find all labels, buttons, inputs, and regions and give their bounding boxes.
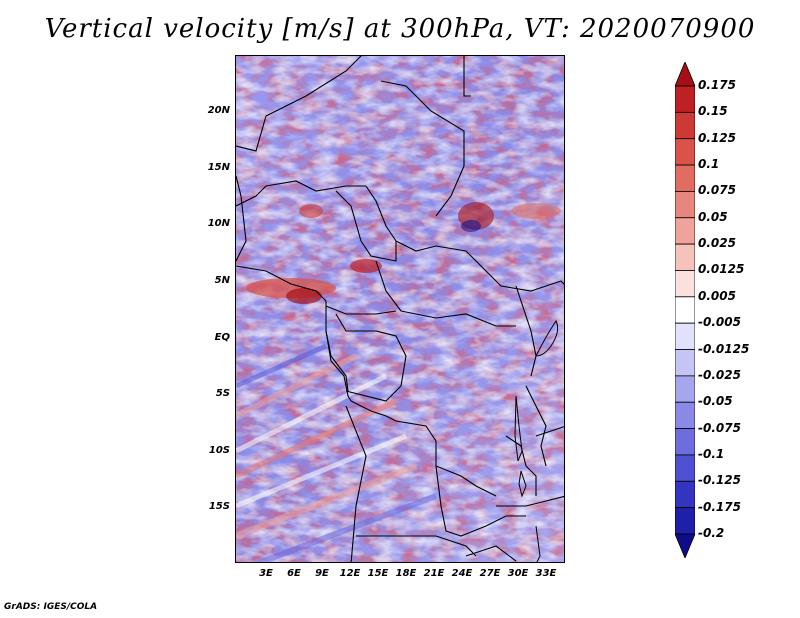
- colorbar-segment: [675, 349, 695, 377]
- lon-label-24e: 24E: [451, 568, 473, 579]
- colorbar-segment: [675, 111, 695, 140]
- chart-title: Vertical velocity [m/s] at 300hPa, VT: 2…: [44, 14, 756, 44]
- country-borders: [236, 56, 564, 562]
- lat-label-5s: 5S: [215, 388, 230, 399]
- colorbar-segment: [675, 138, 695, 166]
- lat-label-eq: EQ: [214, 332, 230, 343]
- lon-label-21e: 21E: [423, 568, 445, 579]
- colorbar-segment: [675, 454, 695, 482]
- colorbar-segment: [675, 164, 695, 192]
- colorbar-label: -0.025: [698, 367, 741, 382]
- colorbar-label: 0.15: [698, 104, 728, 119]
- colorbar-label: -0.005: [698, 315, 741, 330]
- vertical-velocity-map: [235, 55, 565, 563]
- colorbar-segment: [675, 85, 695, 113]
- map-field-svg: [236, 56, 564, 562]
- colorbar-segment: [675, 375, 695, 403]
- lon-label-30e: 30E: [507, 568, 529, 579]
- lat-label-10n: 10N: [207, 218, 230, 229]
- lat-label-15n: 15N: [207, 162, 230, 173]
- colorbar: [675, 62, 695, 558]
- colorbar-segment: [675, 507, 695, 535]
- colorbar-label: -0.1: [698, 446, 725, 461]
- colorbar-segment: [675, 243, 695, 271]
- great-lakes: [514, 320, 559, 562]
- coastline-west: [236, 175, 247, 262]
- colorbar-top-arrow: [675, 62, 695, 87]
- colorbar-label: 0.075: [698, 183, 736, 198]
- hotspots: [246, 202, 561, 304]
- colorbar-label: -0.2: [698, 526, 725, 540]
- colorbar-segment: [675, 191, 695, 219]
- colorbar-label: 0.025: [698, 236, 736, 251]
- lon-label-27e: 27E: [479, 568, 501, 579]
- lat-label-15s: 15S: [208, 501, 230, 512]
- colorbar-segment: [675, 480, 695, 509]
- grads-credit: GrADS: IGES/COLA: [4, 602, 98, 612]
- coastline-gulf: [236, 265, 352, 402]
- colorbar-bottom-arrow: [675, 533, 695, 558]
- colorbar-label: -0.175: [698, 499, 741, 514]
- southwest-streaks: [236, 343, 438, 562]
- colorbar-segment: [675, 270, 695, 298]
- colorbar-label: 0.175: [698, 78, 736, 92]
- colorbar-label: 0.1: [698, 157, 720, 172]
- lat-label-5n: 5N: [214, 275, 230, 286]
- colorbar-segment: [675, 296, 695, 324]
- colorbar-segment: [675, 401, 695, 429]
- colorbar-segment: [675, 217, 695, 245]
- lon-label-3e: 3E: [259, 568, 273, 579]
- lon-label-12e: 12E: [339, 568, 361, 579]
- colorbar-segment: [675, 322, 695, 350]
- colorbar-label: -0.125: [698, 473, 741, 488]
- colorbar-label: 0.125: [698, 130, 736, 145]
- colorbar-label: -0.05: [698, 394, 733, 409]
- lon-label-9e: 9E: [315, 568, 329, 579]
- lat-label-20n: 20N: [207, 105, 230, 116]
- lon-label-15e: 15E: [367, 568, 389, 579]
- colorbar-label: 0.005: [698, 288, 736, 303]
- lon-label-18e: 18E: [395, 568, 417, 579]
- lon-label-33e: 33E: [535, 568, 557, 579]
- colorbar-label: -0.0125: [698, 341, 750, 356]
- lat-label-10s: 10S: [208, 445, 230, 456]
- colorbar-label: 0.0125: [698, 262, 745, 277]
- colorbar-label: 0.05: [698, 209, 728, 224]
- lon-label-6e: 6E: [287, 568, 301, 579]
- colorbar-label: -0.075: [698, 420, 741, 435]
- colorbar-segment: [675, 428, 695, 456]
